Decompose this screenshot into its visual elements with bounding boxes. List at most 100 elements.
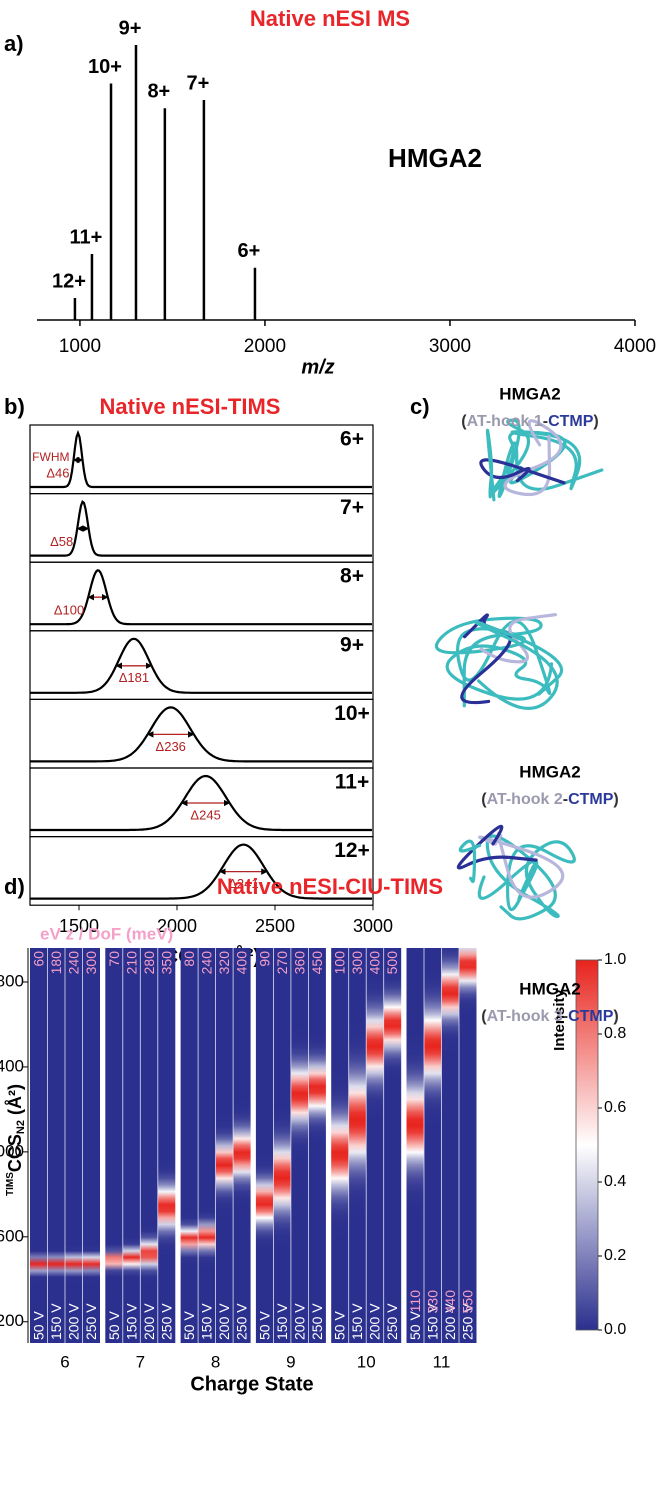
fwhm-label: Δ181 [119, 670, 149, 685]
energy-label: 110 [407, 1290, 423, 1313]
x-tick-label: 10 [357, 1352, 376, 1371]
x-tick-label: 2000 [244, 336, 286, 357]
caption-part: ) [613, 1008, 618, 1025]
peak-label: 11+ [70, 226, 103, 248]
mobilogram-trace [30, 843, 372, 900]
energy-label: 280 [141, 951, 157, 975]
caption-part: ( [481, 791, 487, 808]
heatmap-column [406, 948, 424, 1343]
energy-label: 330 [424, 1290, 440, 1314]
backbone [477, 834, 576, 921]
voltage-label: 50 V [332, 1311, 348, 1340]
backbone [456, 824, 538, 870]
charge-label: 10+ [334, 702, 370, 725]
caption-part: AT-hook 2 [487, 791, 563, 808]
heatmap-column [424, 948, 442, 1343]
panel-label: a) [4, 31, 24, 56]
caption-part: AT-hook 3 [487, 1008, 563, 1025]
caption: (AT-hook 3-CTMP) [481, 1008, 618, 1025]
chart-title: Native nESI-TIMS [100, 394, 281, 419]
subtitle: eV z / DoF (meV) [40, 924, 173, 943]
energy-label: 270 [274, 951, 290, 975]
charge-label: 12+ [334, 839, 370, 862]
voltage-label: 150 V [123, 1303, 139, 1340]
heatmap-column [82, 948, 100, 1343]
caption-part: AT-hook 1 [467, 413, 543, 430]
fwhm-label: Δ100 [54, 603, 84, 618]
heatmap-column [233, 948, 251, 1343]
voltage-label: 250 V [459, 1303, 475, 1340]
caption-part: CTMP [568, 791, 614, 808]
x-tick-label: 2000 [157, 916, 197, 936]
heatmap-column [290, 948, 309, 1343]
x-tick-label: 3000 [353, 916, 393, 936]
energy-label: 300 [83, 951, 99, 975]
caption-title: HMGA2 [519, 979, 580, 998]
backbone [479, 613, 558, 664]
charge-label: 7+ [340, 496, 364, 519]
heatmap-column [366, 948, 384, 1343]
y-tick-label: 1600 [0, 1226, 24, 1245]
protein-structure [434, 613, 564, 711]
caption-part: ( [481, 1008, 487, 1025]
peak-label: 12+ [52, 270, 86, 292]
annotation: HMGA2 [388, 143, 482, 173]
mobilogram-trace [30, 569, 372, 626]
x-axis-label: Charge State [190, 1373, 313, 1395]
y-tick-label: 2800 [0, 971, 24, 990]
axis-label: TIMSCCSN2 (Å²) [5, 1084, 27, 1196]
energy-label: 240 [199, 951, 215, 975]
heatmap-column [140, 948, 158, 1343]
heatmap-column [157, 948, 176, 1343]
voltage-label: 150 V [349, 1303, 365, 1340]
energy-label: 80 [181, 951, 197, 967]
heatmap-column [65, 948, 83, 1343]
label-main: CCS [5, 1134, 25, 1172]
caption-part: ) [613, 791, 618, 808]
peak-label: 9+ [119, 17, 142, 39]
voltage-label: 200 V [216, 1303, 232, 1340]
colorbar-label: Intensity [551, 989, 568, 1051]
backbone [488, 418, 604, 498]
voltage-label: 200 V [442, 1303, 458, 1340]
trace-frame [29, 561, 374, 632]
fwhm-label: Δ236 [156, 739, 186, 754]
heatmap-column [198, 948, 216, 1343]
charge-label: 9+ [340, 633, 364, 656]
mobilogram-trace [30, 429, 372, 489]
mobilogram-trace [30, 500, 372, 557]
backbone [473, 620, 564, 711]
voltage-label: 200 V [367, 1303, 383, 1340]
energy-label: 320 [216, 951, 232, 975]
heatmap-column [308, 948, 326, 1343]
mobilogram-trace [30, 706, 372, 763]
heatmap-column [105, 948, 123, 1343]
energy-label: 400 [234, 951, 250, 975]
trace-frame [29, 698, 374, 769]
heatmap-column [441, 948, 459, 1343]
energy-label: 90 [256, 951, 272, 967]
charge-label: 11+ [335, 771, 369, 794]
protein-structure [456, 824, 576, 921]
voltage-label: 50 V [256, 1311, 272, 1340]
voltage-label: 50 V [106, 1311, 122, 1340]
colorbar-tick-label: 0.0 [604, 1321, 626, 1338]
trace-frame [29, 630, 374, 700]
caption-part: - [563, 791, 568, 808]
caption-part: - [543, 413, 548, 430]
heatmap-column [47, 948, 65, 1343]
heatmap-column [215, 948, 234, 1343]
peak-label: 6+ [238, 240, 261, 262]
x-tick-label: 11 [433, 1352, 451, 1371]
heatmap-column [459, 948, 477, 1343]
colorbar-tick-label: 0.2 [604, 1247, 626, 1264]
x-tick-label: 4000 [614, 336, 656, 357]
heatmap-column [180, 948, 199, 1343]
backbone [503, 419, 563, 496]
voltage-label: 150 V [199, 1303, 215, 1340]
mobilogram-trace [30, 774, 372, 832]
heatmap-column [273, 948, 291, 1343]
caption-part: - [563, 1008, 568, 1025]
